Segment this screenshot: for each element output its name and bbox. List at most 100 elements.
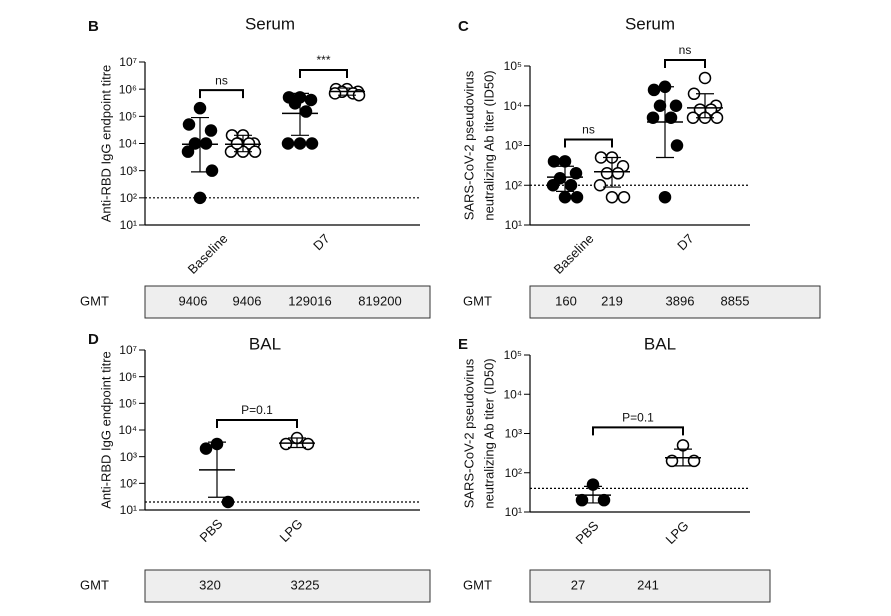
- gmt-box: [529, 569, 771, 603]
- y-tick-label: 10³: [505, 427, 522, 441]
- data-point: [670, 139, 684, 152]
- gmt-value: 241: [637, 577, 659, 592]
- y-tick-label: 10⁴: [503, 99, 522, 113]
- gmt-value: 8855: [721, 293, 750, 308]
- data-point: [698, 71, 712, 85]
- gmt-box: [144, 285, 431, 319]
- gmt-value: 160: [555, 293, 577, 308]
- panel-letter: D: [88, 331, 99, 348]
- significance-label: ***: [316, 53, 330, 67]
- x-tick-label: PBS: [197, 516, 226, 545]
- significance-label: P=0.1: [622, 410, 654, 424]
- x-tick-label: D7: [310, 231, 332, 253]
- data-point: [279, 437, 293, 451]
- x-tick-label: LPG: [663, 518, 692, 547]
- y-tick-label: 10⁵: [119, 397, 137, 411]
- gmt-label: GMT: [463, 293, 492, 308]
- data-point: [653, 99, 667, 112]
- data-point: [605, 190, 619, 204]
- y-tick-label: 10³: [505, 139, 522, 153]
- panel-title: Serum: [625, 14, 675, 33]
- significance-label: P=0.1: [241, 403, 273, 417]
- x-tick-label: D7: [674, 231, 696, 253]
- significance-label: ns: [582, 123, 595, 137]
- gmt-label: GMT: [463, 577, 492, 592]
- data-point: [558, 155, 572, 168]
- gmt-value: 320: [199, 577, 221, 592]
- panel-title: BAL: [249, 334, 281, 353]
- data-point: [564, 179, 578, 192]
- panel-letter: B: [88, 18, 99, 35]
- y-tick-label: 10⁶: [119, 370, 137, 384]
- data-point: [299, 105, 313, 118]
- x-tick-label: Baseline: [185, 231, 231, 277]
- significance-bracket: [564, 138, 613, 148]
- data-point: [328, 87, 342, 100]
- data-point: [593, 179, 607, 192]
- gmt-label: GMT: [80, 293, 109, 308]
- y-axis-label: SARS-CoV-2 pseudovirus: [461, 358, 476, 508]
- panel: E BAL SARS-CoV-2 pseudovirus neutralizing A…: [458, 334, 771, 603]
- significance-bracket: [664, 58, 706, 68]
- y-tick-label: 10⁴: [118, 137, 137, 151]
- y-tick-label: 10²: [120, 191, 137, 205]
- y-axis-label: SARS-CoV-2 pseudovirus: [461, 70, 476, 220]
- data-point: [575, 493, 589, 507]
- data-point: [558, 190, 572, 204]
- y-tick-label: 10⁵: [504, 348, 522, 362]
- data-point: [301, 437, 315, 451]
- significance-label: ns: [679, 43, 692, 57]
- y-tick-label: 10¹: [120, 218, 137, 232]
- y-tick-label: 10³: [120, 164, 137, 178]
- data-point: [658, 190, 672, 204]
- gmt-box: [529, 285, 821, 319]
- y-tick-label: 10²: [120, 477, 137, 491]
- data-point: [546, 179, 560, 192]
- y-axis-label: neutralizing Ab titer (ID50): [481, 358, 496, 508]
- data-point: [288, 97, 302, 110]
- gmt-value: 27: [571, 577, 585, 592]
- y-tick-label: 10⁵: [504, 59, 522, 73]
- x-tick-label: PBS: [573, 518, 602, 547]
- x-tick-label: LPG: [277, 516, 306, 545]
- gmt-label: GMT: [80, 577, 109, 592]
- y-tick-label: 10⁴: [503, 387, 522, 401]
- data-point: [600, 167, 614, 180]
- data-point: [205, 164, 219, 177]
- y-tick-label: 10⁶: [119, 82, 137, 96]
- panel: B Serum Anti-RBD IgG endpoint titre 10¹ 10² 1…: [80, 14, 431, 319]
- y-tick-label: 10¹: [505, 505, 522, 519]
- significance-bracket: [216, 419, 298, 429]
- y-axis-label: Anti-RBD IgG endpoint titre: [98, 351, 113, 509]
- panel-title: Serum: [245, 14, 295, 33]
- y-tick-label: 10¹: [505, 218, 522, 232]
- y-tick-label: 10⁷: [119, 343, 137, 357]
- panel-title: BAL: [644, 334, 676, 353]
- data-point: [182, 118, 196, 131]
- data-point: [199, 442, 213, 455]
- data-point: [304, 93, 318, 107]
- gmt-box: [144, 569, 431, 603]
- panel: D BAL Anti-RBD IgG endpoint titre 10¹ 10² 10³…: [80, 331, 431, 603]
- panel-letter: E: [458, 336, 468, 353]
- data-point: [569, 167, 583, 180]
- data-point: [193, 101, 207, 115]
- gmt-value: 129016: [288, 293, 331, 308]
- y-axis-label: neutralizing Ab titer (ID50): [481, 70, 496, 220]
- x-tick-label: Baseline: [551, 231, 597, 277]
- data-point: [646, 111, 660, 124]
- data-point: [305, 137, 319, 150]
- data-point: [221, 495, 235, 509]
- data-point: [570, 190, 584, 204]
- significance-bracket: [592, 426, 684, 436]
- y-tick-label: 10²: [505, 466, 522, 480]
- data-point: [204, 124, 218, 137]
- y-tick-label: 10²: [505, 178, 522, 192]
- data-point: [597, 493, 611, 507]
- data-point: [611, 167, 625, 180]
- y-axis-label: Anti-RBD IgG endpoint titre: [98, 65, 113, 223]
- y-tick-label: 10⁵: [119, 110, 137, 124]
- gmt-value: 219: [601, 293, 623, 308]
- gmt-value: 3896: [666, 293, 695, 308]
